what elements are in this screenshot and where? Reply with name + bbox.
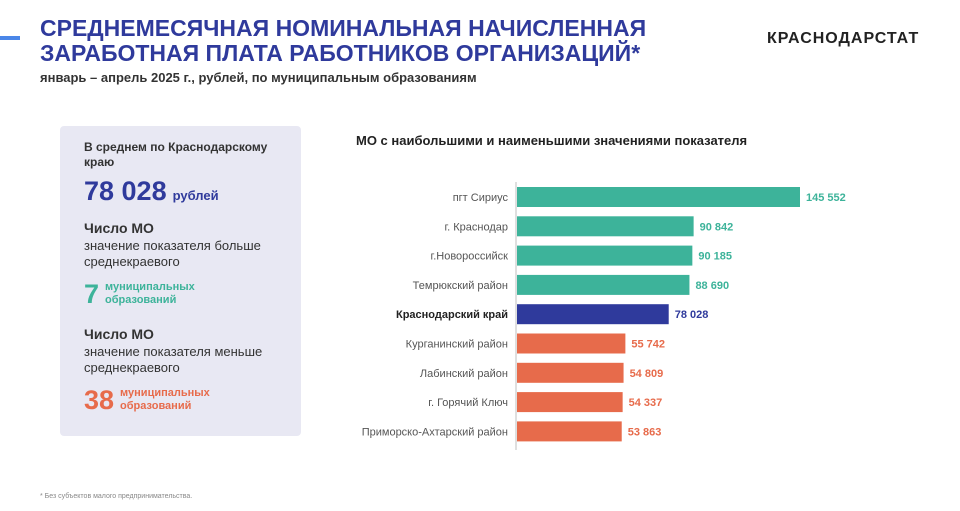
below-description: значение показателя меньше среднекраевог…	[84, 344, 263, 375]
below-count-row: 38 муниципальных образований	[84, 385, 210, 415]
value-label: 90 185	[698, 251, 732, 263]
footnote: * Без субъектов малого предпринимательст…	[40, 493, 193, 500]
category-label: Краснодарский край	[396, 309, 508, 321]
bar-high	[517, 274, 690, 295]
average-label: В среднем по Краснодарскому краю	[84, 140, 268, 169]
bar-region	[517, 304, 669, 325]
above-count-text-line2: образований	[105, 294, 177, 306]
brand-logo-text: КРАСНОДАРСТАТ	[767, 30, 920, 47]
page-subtitle: январь – апрель 2025 г., рублей, по муни…	[40, 70, 477, 85]
below-heading: Число МО	[84, 326, 154, 342]
chart-title: МО с наибольшими и наименьшими значениям…	[356, 133, 748, 148]
page-title-line1: СРЕДНЕМЕСЯЧНАЯ НОМИНАЛЬНАЯ НАЧИСЛЕННАЯ	[40, 15, 647, 41]
page-title-line2: ЗАРАБОТНАЯ ПЛАТА РАБОТНИКОВ ОРГАНИЗАЦИЙ*	[40, 40, 641, 66]
header-accent-line	[0, 36, 20, 40]
value-label: 54 337	[629, 397, 663, 409]
value-label: 54 809	[630, 368, 664, 380]
below-count-text-line1: муниципальных	[120, 387, 210, 399]
bar-low	[517, 362, 624, 383]
above-count-row: 7 муниципальных образований	[84, 279, 195, 309]
category-label: Курганинский район	[406, 339, 508, 351]
category-label: г. Горячий Ключ	[428, 397, 508, 409]
bar-low	[517, 392, 623, 413]
above-description: значение показателя больше среднекраевог…	[84, 238, 261, 269]
bar-low	[517, 421, 622, 442]
category-label: пгт Сириус	[453, 192, 509, 204]
below-count-text: муниципальных образований	[120, 387, 210, 413]
category-label: Приморско-Ахтарский район	[362, 426, 508, 438]
value-label: 55 742	[631, 339, 665, 351]
below-count: 38	[84, 385, 115, 415]
bar-low	[517, 333, 626, 354]
value-label: 78 028	[675, 309, 709, 321]
below-count-text-line2: образований	[120, 400, 192, 412]
average-row: 78 028 рублей	[84, 176, 219, 207]
average-value: 78 028	[84, 176, 167, 206]
category-label: Лабинский район	[420, 368, 508, 380]
page-title: СРЕДНЕМЕСЯЧНАЯ НОМИНАЛЬНАЯ НАЧИСЛЕННАЯ З…	[40, 16, 646, 66]
above-count-text: муниципальных образований	[105, 281, 195, 307]
category-label: Темрюкский район	[413, 280, 508, 292]
category-label: г. Краснодар	[444, 221, 508, 233]
above-heading: Число МО	[84, 220, 154, 236]
value-label: 145 552	[806, 192, 846, 204]
bar-high	[517, 245, 693, 266]
bar-high	[517, 187, 800, 207]
value-label: 53 863	[628, 426, 662, 438]
summary-card: В среднем по Краснодарскому краю 78 028 р…	[60, 126, 301, 436]
above-count-text-line1: муниципальных	[105, 281, 195, 293]
average-unit: рублей	[172, 188, 219, 203]
bar-high	[517, 216, 694, 237]
value-label: 88 690	[695, 280, 729, 292]
value-label: 90 842	[700, 221, 734, 233]
above-count: 7	[84, 279, 100, 309]
category-label: г.Новороссийск	[431, 251, 509, 263]
